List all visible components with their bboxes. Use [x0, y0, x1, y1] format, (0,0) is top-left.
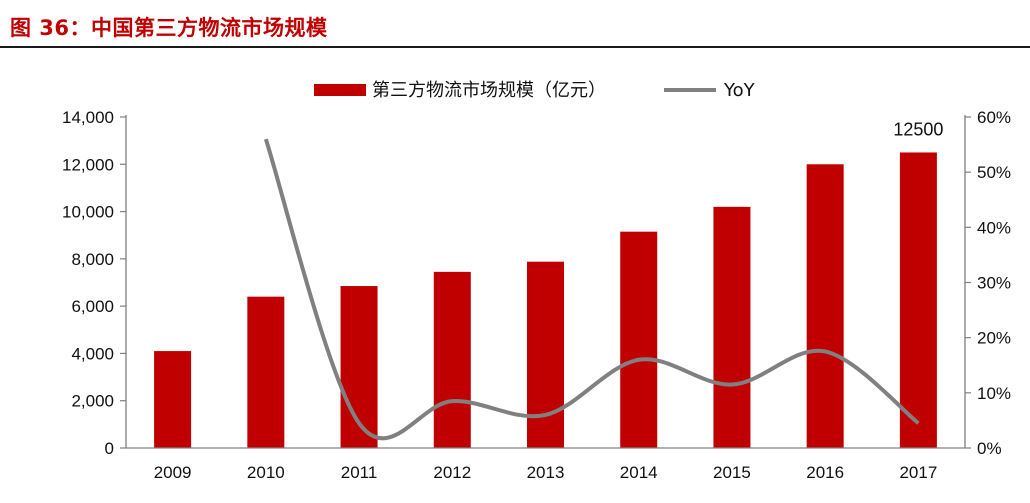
x-tick-label: 2017 [899, 463, 937, 482]
right-tick-label: 60% [977, 108, 1011, 127]
bar [806, 164, 844, 449]
page-title: 图 36：中国第三方物流市场规模 [10, 16, 328, 40]
bar [154, 351, 192, 448]
bar [527, 261, 564, 448]
data-label: 12500 [893, 119, 943, 139]
left-tick-label: 8,000 [71, 250, 114, 269]
legend-bar-swatch [314, 84, 366, 96]
right-tick-label: 20% [977, 329, 1011, 348]
x-tick-label: 2010 [247, 463, 285, 482]
bar [247, 296, 285, 448]
legend-bar-label: 第三方物流市场规模（亿元） [372, 80, 606, 101]
right-tick-label: 50% [977, 163, 1011, 182]
left-tick-label: 6,000 [71, 297, 114, 316]
left-tick-label: 10,000 [62, 203, 114, 222]
left-tick-label: 14,000 [62, 108, 114, 127]
left-tick-label: 0 [105, 439, 114, 458]
legend: 第三方物流市场规模（亿元） YoY [314, 80, 756, 101]
x-tick-label: 2015 [713, 463, 751, 482]
legend-line-label: YoY [723, 80, 756, 101]
left-tick-label: 12,000 [62, 155, 114, 174]
title-divider [0, 46, 1030, 48]
bar [899, 152, 937, 448]
yoy-line [263, 138, 920, 441]
x-tick-label: 2014 [620, 463, 658, 482]
left-tick-label: 4,000 [71, 344, 114, 363]
x-tick-label: 2011 [341, 463, 378, 482]
bar [620, 231, 658, 448]
bar [433, 271, 471, 448]
x-tick-label: 2009 [154, 463, 192, 482]
left-tick-label: 2,000 [71, 392, 114, 411]
right-tick-label: 0% [977, 439, 1002, 458]
x-tick-label: 2013 [527, 463, 565, 482]
right-tick-label: 30% [977, 274, 1011, 293]
x-tick-label: 2016 [806, 463, 844, 482]
x-tick-label: 2012 [433, 463, 471, 482]
right-tick-label: 40% [977, 218, 1011, 237]
right-tick-label: 10% [977, 384, 1011, 403]
bar [713, 206, 751, 448]
